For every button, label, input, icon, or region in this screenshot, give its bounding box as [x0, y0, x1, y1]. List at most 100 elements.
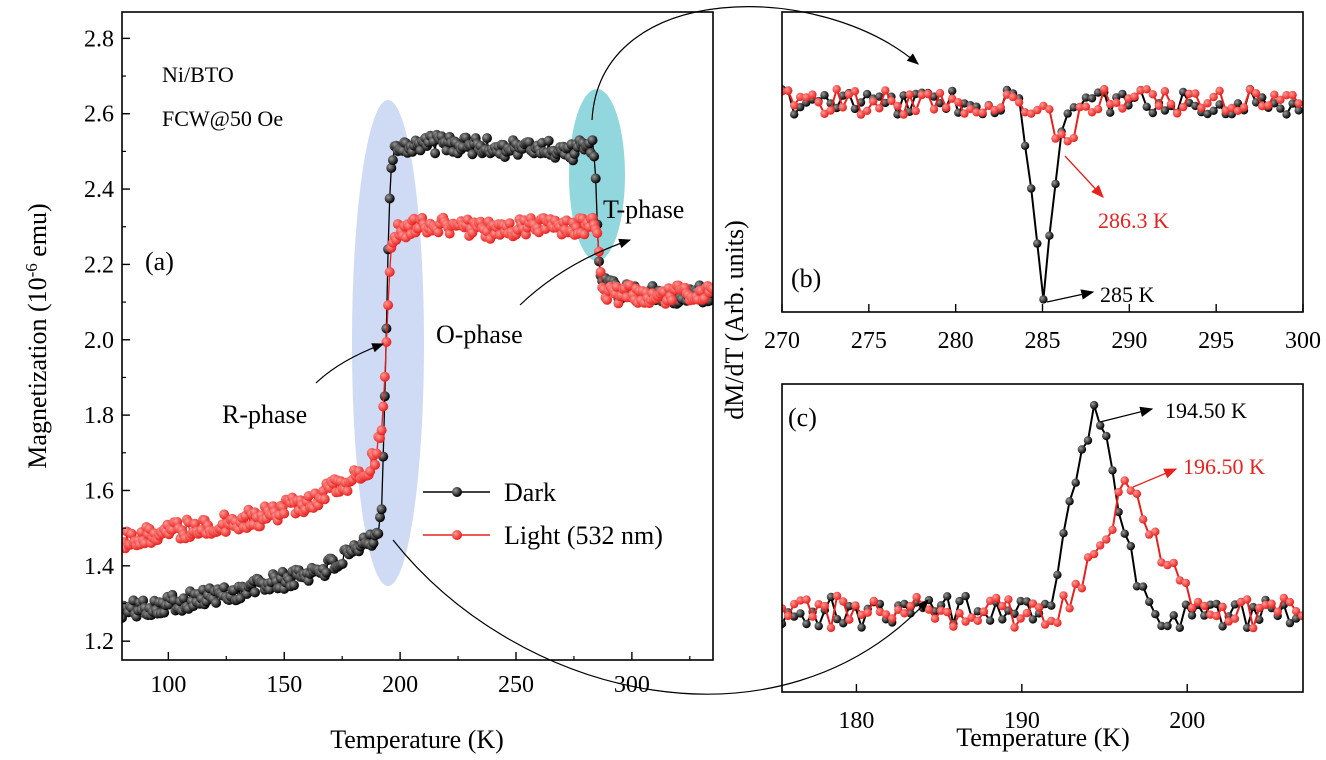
- panel-b-data-point: [1245, 85, 1255, 94]
- panel-b-data-point: [1118, 104, 1127, 113]
- panel-b-data-point: [1294, 106, 1303, 115]
- panel-c-data-point: [1181, 578, 1191, 588]
- panel-b-data-point: [1045, 105, 1054, 114]
- panel-c-data-point: [1071, 478, 1080, 487]
- panel-a-data-point: [379, 391, 390, 402]
- connector-arrow-to-panel-b: [591, 6, 919, 121]
- panel-b-data-point: [1191, 89, 1200, 98]
- panel-b-data-point: [1239, 103, 1249, 112]
- panel-b-data-point: [948, 86, 957, 96]
- legend-light-label: Light (532 nm): [504, 521, 663, 550]
- panel-c-data-point: [790, 599, 799, 609]
- panel-b-data-point: [1039, 295, 1048, 304]
- panel-b-data-point: [887, 96, 896, 106]
- panel-b-data-point: [856, 110, 866, 119]
- panel-c-data-point: [1059, 529, 1068, 538]
- panel-c-data-point: [955, 596, 964, 606]
- panel-c-data-point: [1077, 445, 1087, 454]
- panel-c-data-point: [820, 601, 829, 611]
- panel-a-data-point: [159, 607, 170, 618]
- panel-b-data-point: [862, 89, 872, 99]
- panel-c-data-point: [1212, 611, 1221, 621]
- panel-a-x-tick-label: 200: [382, 672, 418, 698]
- panel-c-data-point: [832, 614, 842, 624]
- panel-b-data-point: [1166, 99, 1176, 109]
- panel-c-data-point: [1151, 610, 1160, 619]
- panel-b-data-point: [935, 88, 945, 98]
- panel-b-label: (b): [791, 264, 821, 293]
- panel-b-data-point: [1148, 108, 1158, 118]
- legend: Dark Light (532 nm): [423, 478, 663, 550]
- panel-b-data-point: [1027, 184, 1036, 193]
- panel-b-data-point: [1172, 109, 1182, 118]
- panel-c-data-point: [1096, 541, 1105, 550]
- panel-a-data-point: [219, 509, 230, 520]
- panel-c-data-point: [900, 609, 909, 618]
- panel-c-frame: [781, 383, 1304, 693]
- panel-c-data-point: [1132, 582, 1142, 591]
- panel-c-data-point: [992, 593, 1001, 603]
- panel-b-x-tick-label: 280: [938, 328, 974, 354]
- panel-a-data-point: [381, 337, 392, 347]
- panel-b-data-point: [1069, 103, 1079, 112]
- panel-a-data-point: [587, 135, 598, 146]
- shared-ylabel: dM/dT (Arb. units): [720, 220, 749, 420]
- panel-a-data-point: [444, 228, 455, 239]
- panel-c-data-point: [1108, 466, 1117, 475]
- panel-a-data-point: [376, 425, 387, 436]
- panel-b-data-point: [1160, 106, 1170, 115]
- panel-b-data-point: [1063, 137, 1072, 146]
- panel-a-data-point: [373, 528, 384, 539]
- panel-c-data-point: [973, 607, 982, 616]
- panel-b-data-point: [790, 101, 799, 110]
- panel-a-data-point: [524, 137, 535, 148]
- panel-a-data-point: [319, 494, 330, 505]
- panel-b-data-point: [1075, 103, 1085, 112]
- panel-c-data-point: [863, 608, 872, 617]
- panel-c-data-point: [1040, 620, 1050, 629]
- panel-b-data-point: [893, 101, 902, 111]
- panel-a-y-tick-label: 2.0: [84, 328, 114, 354]
- panel-b-data-point: [1288, 99, 1297, 108]
- panel-c-data-point: [1291, 607, 1301, 616]
- panel-c-data-point: [998, 615, 1007, 624]
- panel-c-data-point: [808, 612, 817, 621]
- panel-b-data-point: [1027, 109, 1036, 118]
- panel-a-y-tick-label: 1.6: [84, 478, 114, 504]
- panel-c-x-tick-label: 180: [838, 708, 874, 734]
- panel-b-data-point: [1251, 98, 1261, 107]
- panel-c-series-line-dark: [782, 404, 1303, 632]
- panel-a-data-point: [386, 163, 397, 173]
- panel-b-data-point: [881, 86, 890, 95]
- panel-c-data-point: [1267, 599, 1276, 608]
- panel-a-x-tick-label: 300: [614, 672, 650, 698]
- panel-b-data-point: [1276, 104, 1285, 113]
- panel-b-data-point: [1258, 102, 1267, 111]
- panel-b-dark-peak-label: 285 K: [1100, 282, 1155, 307]
- panel-c-data-point: [1120, 529, 1129, 538]
- panel-c-data-point: [881, 610, 891, 619]
- panel-a-y-tick-label: 1.2: [84, 629, 114, 655]
- panel-c-data-point: [1169, 558, 1178, 568]
- panel-c-data-point: [1089, 400, 1099, 410]
- panel-a-data-point: [321, 567, 332, 578]
- panel-b-data-point: [1233, 99, 1243, 108]
- panel-b-x-tick-label: 300: [1285, 328, 1321, 354]
- panel-b-data-point: [1130, 92, 1139, 101]
- panel-c-data-point: [1059, 591, 1068, 600]
- panel-b-data-point: [960, 109, 969, 118]
- panel-c-data-point: [1004, 595, 1013, 604]
- panel-a-data-point: [602, 294, 613, 305]
- panel-b-data-point: [1033, 105, 1042, 115]
- panel-c-data-point: [1016, 596, 1025, 606]
- panel-b-data-point: [832, 85, 841, 94]
- panel-c-data-point: [839, 619, 848, 628]
- panel-b-data-point: [1288, 90, 1297, 100]
- panel-c-data-point: [912, 592, 921, 602]
- panel-b-data-point: [1276, 95, 1285, 105]
- panel-b-data-point: [838, 103, 847, 112]
- panel-a-x-tick-label: 150: [266, 672, 302, 698]
- panel-a-data-point: [250, 587, 260, 598]
- panel-c-dark-peak-arrow: [1099, 406, 1154, 423]
